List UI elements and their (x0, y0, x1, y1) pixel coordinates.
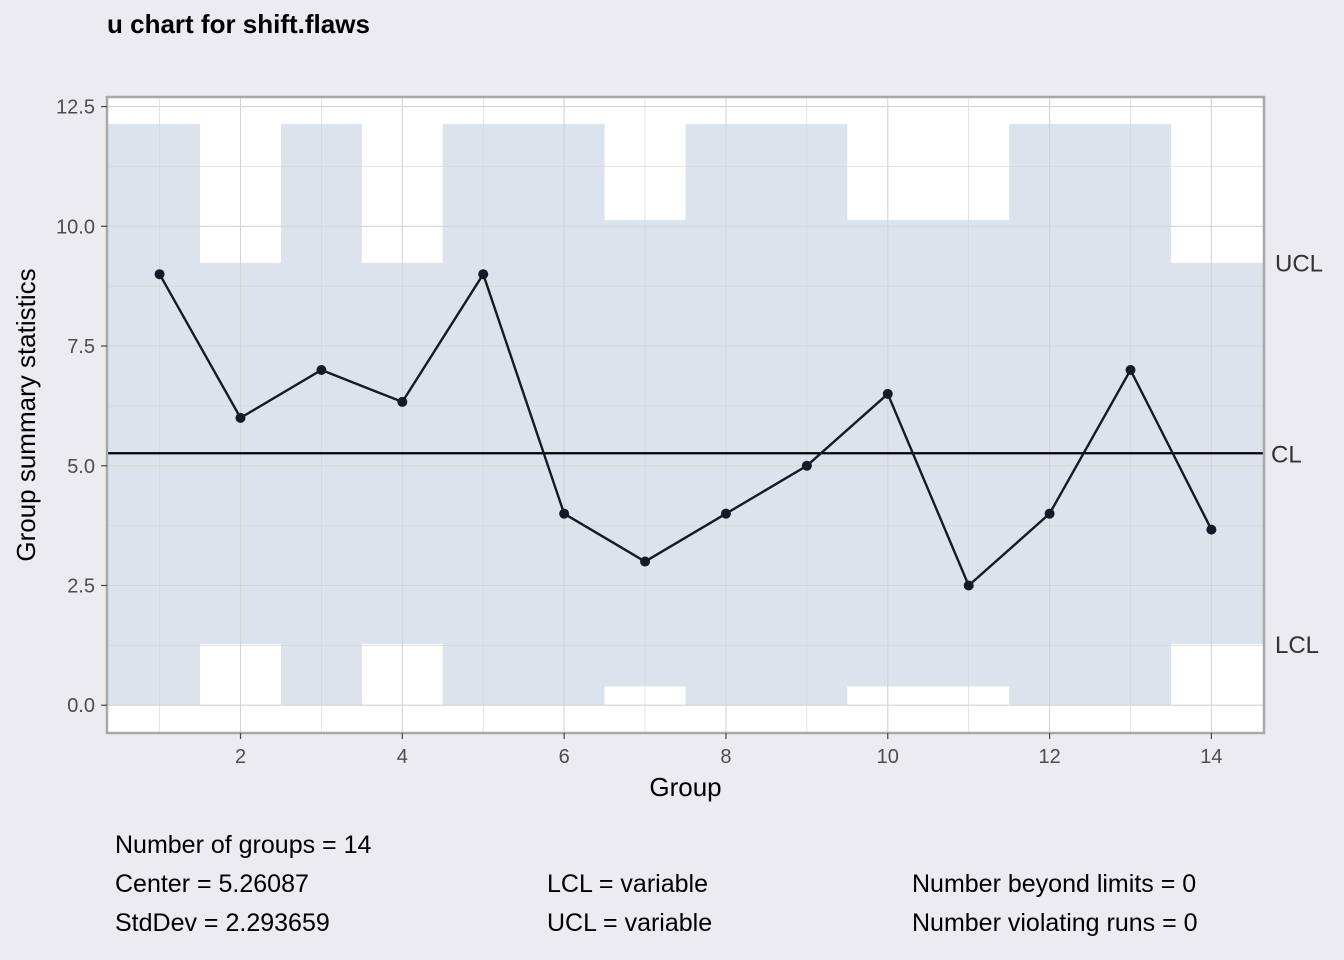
data-point (801, 460, 812, 471)
ucl-label: UCL (1275, 251, 1323, 278)
series-line (158, 271, 1213, 588)
data-point (559, 508, 570, 519)
x-tick-label: 2 (235, 746, 246, 768)
x-tick-label: 8 (720, 746, 731, 768)
control-limits-band (107, 123, 1264, 706)
data-point (640, 556, 651, 567)
stat-violating-runs: Number violating runs = 0 (912, 909, 1198, 937)
y-axis-title: Group summary statistics (11, 268, 41, 561)
x-tick-label: 12 (1038, 746, 1060, 768)
y-tick-label: 2.5 (67, 575, 95, 597)
lcl-label: LCL (1275, 632, 1319, 659)
x-tick-label: 4 (397, 746, 408, 768)
data-point (1125, 364, 1136, 375)
data-point (1044, 508, 1055, 519)
x-tick-label: 10 (877, 746, 899, 768)
x-axis-title: Group (649, 772, 721, 802)
x-tick-label: 6 (559, 746, 570, 768)
stat-ucl: UCL = variable (547, 909, 713, 937)
y-tick-label: 12.5 (56, 97, 95, 119)
stat-groups: Number of groups = 14 (115, 831, 372, 859)
u-chart: 0.0 2.5 5.0 7.5 10.0 12.5 2 4 6 8 10 12 14 Group Group… (11, 95, 1323, 802)
stat-lcl: LCL = variable (547, 870, 708, 898)
data-point (882, 388, 893, 399)
y-tick-label: 7.5 (67, 336, 95, 358)
data-point (720, 508, 731, 519)
data-point (963, 580, 974, 591)
cl-label: CL (1271, 441, 1302, 468)
x-tick-label: 14 (1200, 746, 1222, 768)
stat-stddev: StdDev = 2.293659 (115, 909, 330, 937)
stat-beyond-limits: Number beyond limits = 0 (912, 870, 1197, 898)
y-tick-label: 5.0 (67, 456, 95, 478)
y-tick-label: 10.0 (56, 216, 95, 238)
data-point (316, 364, 327, 375)
stat-center: Center = 5.26087 (115, 870, 309, 898)
chart-title: u chart for shift.flaws (107, 9, 370, 39)
data-point (478, 269, 489, 280)
data-point (1206, 524, 1217, 535)
data-point (235, 412, 246, 423)
plot-border (105, 95, 1266, 735)
y-tick-label: 0.0 (67, 695, 95, 717)
data-point (397, 396, 408, 407)
data-point (154, 269, 165, 280)
